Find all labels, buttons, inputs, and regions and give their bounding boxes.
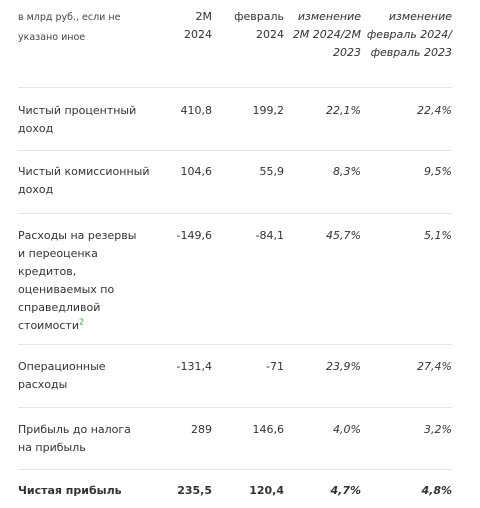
col-header-feb: февраль 2024 <box>234 10 284 41</box>
value-feb: -71 <box>266 360 284 373</box>
value-2m: -149,6 <box>176 229 212 242</box>
change-feb: 22,4% <box>417 104 452 117</box>
change-2m: 45,7% <box>326 229 361 242</box>
row-label: Чистый процентный доход <box>18 104 137 135</box>
row-label: Чистый комиссионный доход <box>18 165 150 196</box>
value-2m: -131,4 <box>176 360 212 373</box>
row-label: Чистая прибыль <box>18 484 122 497</box>
change-2m: 4,0% <box>333 423 361 436</box>
table-row: Чистый процентный доход 410,8 199,2 22,1… <box>18 88 452 151</box>
value-feb: 146,6 <box>252 423 285 436</box>
col-header-change-feb: изменение февраль 2024/февраль 2023 <box>366 10 452 59</box>
footnote-marker: 2 <box>78 317 85 327</box>
value-feb: 120,4 <box>249 484 284 497</box>
value-2m: 410,8 <box>180 104 213 117</box>
row-label: Расходы на резервы и переоценка кредитов… <box>18 227 143 335</box>
change-feb: 5,1% <box>424 229 452 242</box>
change-2m: 8,3% <box>333 165 361 178</box>
change-2m: 22,1% <box>326 104 361 117</box>
change-feb: 3,2% <box>424 423 452 436</box>
table-row-total: Чистая прибыль 235,5 120,4 4,7% 4,8% <box>18 470 452 508</box>
value-feb: 55,9 <box>259 165 285 178</box>
change-2m: 23,9% <box>326 360 361 373</box>
row-label: Операционные расходы <box>18 360 106 391</box>
row-label: Прибыль до налога на прибыль <box>18 423 131 454</box>
unit-note: в млрд руб., если не указано иное <box>18 12 121 43</box>
table-row: Прибыль до налога на прибыль 289 146,6 4… <box>18 408 452 470</box>
table-row: Операционные расходы -131,4 -71 23,9% 27… <box>18 345 452 408</box>
financial-table: в млрд руб., если не указано иное 2M 202… <box>18 0 452 508</box>
change-feb: 4,8% <box>421 484 452 497</box>
change-feb: 27,4% <box>417 360 452 373</box>
change-feb: 9,5% <box>424 165 452 178</box>
table-header: в млрд руб., если не указано иное 2M 202… <box>18 0 452 88</box>
value-2m: 235,5 <box>177 484 212 497</box>
change-2m: 4,7% <box>330 484 361 497</box>
value-2m: 289 <box>191 423 212 436</box>
row-label-text: Расходы на резервы и переоценка кредитов… <box>18 229 137 332</box>
col-header-change-2m: изменение 2M 2024/2M 2023 <box>292 10 361 59</box>
col-header-2m: 2M 2024 <box>184 10 212 41</box>
value-2m: 104,6 <box>180 165 213 178</box>
table-row: Расходы на резервы и переоценка кредитов… <box>18 214 452 345</box>
value-feb: -84,1 <box>255 229 284 242</box>
value-feb: 199,2 <box>252 104 285 117</box>
table-row: Чистый комиссионный доход 104,6 55,9 8,3… <box>18 151 452 214</box>
